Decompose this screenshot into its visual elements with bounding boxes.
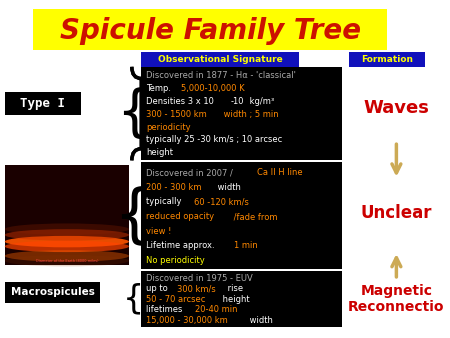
Ellipse shape — [5, 255, 129, 266]
Text: periodicity: periodicity — [146, 123, 191, 131]
Text: Ca II H line: Ca II H line — [257, 168, 302, 177]
Text: 20-40 min: 20-40 min — [195, 305, 237, 314]
Text: No periodicity: No periodicity — [146, 256, 205, 265]
Text: Unclear: Unclear — [360, 204, 432, 222]
Ellipse shape — [5, 250, 129, 262]
Text: Type I: Type I — [21, 97, 66, 110]
Text: 60 -120 km/s: 60 -120 km/s — [194, 197, 248, 207]
Text: rise: rise — [225, 285, 243, 293]
Text: up to: up to — [146, 285, 171, 293]
Text: lifetimes: lifetimes — [146, 305, 185, 314]
Text: width: width — [215, 183, 241, 192]
Text: Temp.: Temp. — [146, 84, 174, 93]
Text: {: { — [113, 185, 154, 247]
Text: typically: typically — [146, 197, 184, 207]
Text: -10: -10 — [230, 97, 244, 106]
Text: Densities 3 x 10: Densities 3 x 10 — [146, 97, 214, 106]
Text: Diameter of the Earth (8000 miles): Diameter of the Earth (8000 miles) — [36, 259, 98, 263]
Text: Macrospicules: Macrospicules — [11, 287, 94, 297]
Text: Lifetime approx.: Lifetime approx. — [146, 241, 217, 250]
Text: height: height — [146, 148, 173, 157]
Text: width ; 5 min: width ; 5 min — [221, 110, 279, 119]
Text: Magnetic
Reconnectio: Magnetic Reconnectio — [348, 284, 445, 314]
Text: 50 - 70 arcsec: 50 - 70 arcsec — [146, 295, 206, 304]
Text: {: { — [116, 87, 151, 141]
Text: width: width — [248, 316, 273, 325]
FancyBboxPatch shape — [5, 92, 81, 115]
Text: Discovered in 1877 - Hα - 'classical': Discovered in 1877 - Hα - 'classical' — [146, 71, 296, 80]
Text: 300 km/s: 300 km/s — [177, 285, 216, 293]
FancyBboxPatch shape — [141, 67, 342, 161]
Text: Waves: Waves — [364, 99, 429, 117]
Text: 15,000 - 30,000 km: 15,000 - 30,000 km — [146, 316, 228, 325]
FancyBboxPatch shape — [5, 165, 129, 265]
Text: kg/m³: kg/m³ — [248, 97, 274, 106]
FancyBboxPatch shape — [349, 51, 425, 67]
Text: Discovered in 1975 - EUV: Discovered in 1975 - EUV — [146, 274, 253, 283]
FancyBboxPatch shape — [33, 9, 387, 50]
Text: 5,000-10,000 K: 5,000-10,000 K — [180, 84, 244, 93]
Text: Discovered in 2007 /: Discovered in 2007 / — [146, 168, 236, 177]
FancyBboxPatch shape — [141, 51, 299, 67]
Text: view !: view ! — [146, 227, 171, 236]
Ellipse shape — [5, 223, 129, 235]
Text: Formation: Formation — [361, 55, 413, 64]
FancyBboxPatch shape — [5, 282, 100, 303]
Text: reduced opacity: reduced opacity — [146, 212, 214, 221]
Ellipse shape — [5, 236, 129, 247]
Ellipse shape — [5, 229, 129, 241]
Text: Observational Signature: Observational Signature — [158, 55, 283, 64]
Text: height: height — [220, 295, 249, 304]
Text: 200 - 300 km: 200 - 300 km — [146, 183, 202, 192]
Text: typically 25 -30 km/s ; 10 arcsec: typically 25 -30 km/s ; 10 arcsec — [146, 136, 283, 144]
Text: {: { — [123, 283, 144, 315]
Text: 1 min: 1 min — [234, 241, 258, 250]
Text: Spicule Family Tree: Spicule Family Tree — [59, 17, 361, 45]
FancyBboxPatch shape — [141, 162, 342, 269]
Text: 300 - 1500 km: 300 - 1500 km — [146, 110, 207, 119]
Text: /fade from: /fade from — [230, 212, 277, 221]
FancyBboxPatch shape — [141, 271, 342, 327]
Ellipse shape — [5, 241, 129, 252]
